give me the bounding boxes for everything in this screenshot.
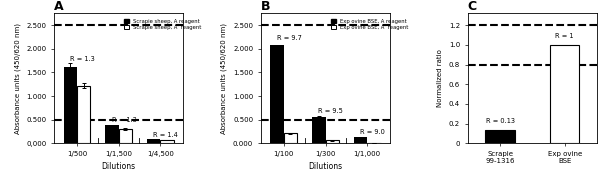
Y-axis label: Normalized ratio: Normalized ratio: [437, 49, 443, 107]
Text: R = 9.7: R = 9.7: [277, 35, 302, 41]
X-axis label: Dilutions: Dilutions: [101, 162, 136, 172]
Bar: [354, 137, 367, 143]
Text: R = 9.5: R = 9.5: [319, 108, 343, 114]
Bar: [64, 67, 77, 143]
Text: B: B: [261, 0, 271, 13]
Text: R = 1: R = 1: [556, 33, 574, 39]
Bar: [325, 140, 339, 143]
Text: C: C: [468, 0, 477, 13]
Bar: [105, 125, 119, 143]
Bar: [119, 129, 132, 143]
Legend: Scrapie sheep, A reagent, Scrapie sheep, A’ reagent: Scrapie sheep, A reagent, Scrapie sheep,…: [124, 19, 202, 30]
Text: R = 9.0: R = 9.0: [360, 129, 385, 135]
Bar: [147, 139, 160, 143]
Text: R = 1.3: R = 1.3: [112, 117, 136, 123]
Bar: [284, 133, 297, 143]
Bar: [550, 45, 579, 143]
Y-axis label: Absorbance units (450/620 nm): Absorbance units (450/620 nm): [221, 23, 227, 134]
Legend: Exp ovine BSE, A reagent, Exp ovine BSE, A’ reagent: Exp ovine BSE, A reagent, Exp ovine BSE,…: [331, 19, 409, 30]
Text: R = 1.4: R = 1.4: [153, 132, 178, 138]
Bar: [77, 86, 90, 143]
X-axis label: Dilutions: Dilutions: [308, 162, 343, 172]
Bar: [312, 117, 325, 143]
Text: R = 0.13: R = 0.13: [485, 118, 515, 124]
Text: A: A: [54, 0, 64, 13]
Bar: [160, 140, 173, 143]
Bar: [485, 130, 515, 143]
Y-axis label: Absorbance units (450/620 nm): Absorbance units (450/620 nm): [14, 23, 20, 134]
Bar: [271, 45, 284, 143]
Text: R = 1.3: R = 1.3: [70, 56, 95, 62]
